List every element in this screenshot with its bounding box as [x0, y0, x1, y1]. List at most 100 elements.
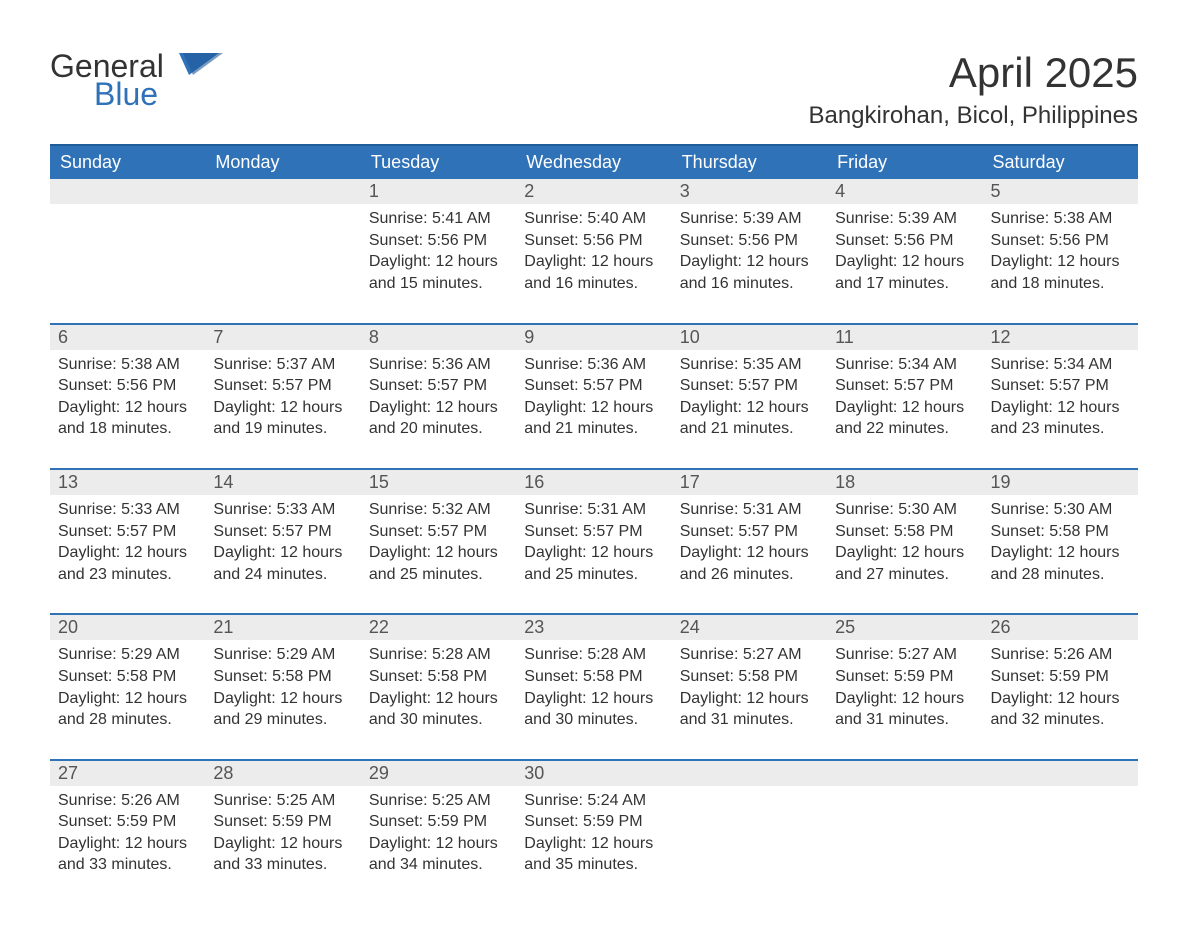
day-body-cell: Sunrise: 5:36 AMSunset: 5:57 PMDaylight:… [516, 350, 671, 469]
day1-text: Daylight: 12 hours [524, 833, 663, 855]
day-number-cell [50, 179, 205, 204]
day1-text: Daylight: 12 hours [369, 397, 508, 419]
day-body-cell [983, 786, 1138, 886]
day-number-cell: 20 [50, 614, 205, 640]
day-number-cell: 29 [361, 760, 516, 786]
sunrise-text: Sunrise: 5:26 AM [58, 790, 197, 812]
day2-text: and 33 minutes. [213, 854, 352, 876]
sunset-text: Sunset: 5:57 PM [835, 375, 974, 397]
day2-text: and 19 minutes. [213, 418, 352, 440]
weekday-header: Thursday [672, 145, 827, 179]
sunrise-text: Sunrise: 5:27 AM [680, 644, 819, 666]
sunrise-text: Sunrise: 5:41 AM [369, 208, 508, 230]
day-number: 1 [369, 181, 379, 201]
day-number: 11 [835, 327, 854, 347]
day-body-cell: Sunrise: 5:38 AMSunset: 5:56 PMDaylight:… [50, 350, 205, 469]
sunset-text: Sunset: 5:57 PM [680, 521, 819, 543]
weekday-header: Friday [827, 145, 982, 179]
day1-text: Daylight: 12 hours [680, 251, 819, 273]
day-number: 18 [835, 472, 855, 492]
sunset-text: Sunset: 5:58 PM [680, 666, 819, 688]
sunrise-text: Sunrise: 5:36 AM [524, 354, 663, 376]
day-body-cell: Sunrise: 5:27 AMSunset: 5:58 PMDaylight:… [672, 640, 827, 759]
day2-text: and 16 minutes. [680, 273, 819, 295]
day-body-cell [672, 786, 827, 886]
day-number-cell: 7 [205, 324, 360, 350]
day-number: 13 [58, 472, 78, 492]
day2-text: and 15 minutes. [369, 273, 508, 295]
daynum-row: 1 23 45 [50, 179, 1138, 204]
day-number-cell: 25 [827, 614, 982, 640]
flag-icon [179, 50, 223, 82]
day-number-cell: 4 [827, 179, 982, 204]
weekday-header: Wednesday [516, 145, 671, 179]
sunrise-text: Sunrise: 5:33 AM [58, 499, 197, 521]
day-body-cell: Sunrise: 5:39 AMSunset: 5:56 PMDaylight:… [827, 204, 982, 323]
day2-text: and 17 minutes. [835, 273, 974, 295]
day-number-cell: 23 [516, 614, 671, 640]
day-body-cell: Sunrise: 5:35 AMSunset: 5:57 PMDaylight:… [672, 350, 827, 469]
sunset-text: Sunset: 5:57 PM [58, 521, 197, 543]
day-number: 21 [213, 617, 233, 637]
day-number: 23 [524, 617, 544, 637]
day-number-cell: 1 [361, 179, 516, 204]
day-number: 3 [680, 181, 690, 201]
day-number: 30 [524, 763, 544, 783]
sunrise-text: Sunrise: 5:28 AM [369, 644, 508, 666]
day-number-cell: 24 [672, 614, 827, 640]
month-title: April 2025 [808, 50, 1138, 96]
day-body-cell [827, 786, 982, 886]
sunrise-text: Sunrise: 5:31 AM [524, 499, 663, 521]
sunset-text: Sunset: 5:56 PM [58, 375, 197, 397]
day-body-row: Sunrise: 5:38 AMSunset: 5:56 PM Daylight:… [50, 350, 1138, 469]
sunset-text: Sunset: 5:58 PM [58, 666, 197, 688]
day2-text: and 28 minutes. [991, 564, 1130, 586]
day1-text: Daylight: 12 hours [524, 397, 663, 419]
day-body-cell: Sunrise: 5:41 AMSunset: 5:56 PMDaylight:… [361, 204, 516, 323]
day2-text: and 31 minutes. [835, 709, 974, 731]
day-body-cell: Sunrise: 5:31 AMSunset: 5:57 PMDaylight:… [516, 495, 671, 614]
day-number: 22 [369, 617, 389, 637]
sunset-text: Sunset: 5:58 PM [524, 666, 663, 688]
day-number: 7 [213, 327, 223, 347]
day-body-cell: Sunrise: 5:25 AMSunset: 5:59 PMDaylight:… [205, 786, 360, 886]
day-body-cell: Sunrise: 5:34 AMSunset: 5:57 PMDaylight:… [983, 350, 1138, 469]
title-block: April 2025 Bangkirohan, Bicol, Philippin… [808, 50, 1138, 130]
day-number-cell [983, 760, 1138, 786]
sunrise-text: Sunrise: 5:27 AM [835, 644, 974, 666]
day1-text: Daylight: 12 hours [58, 542, 197, 564]
day1-text: Daylight: 12 hours [835, 251, 974, 273]
location: Bangkirohan, Bicol, Philippines [808, 102, 1138, 130]
day1-text: Daylight: 12 hours [524, 251, 663, 273]
calendar-table: Sunday Monday Tuesday Wednesday Thursday… [50, 144, 1138, 886]
sunrise-text: Sunrise: 5:25 AM [213, 790, 352, 812]
day1-text: Daylight: 12 hours [835, 397, 974, 419]
day-body-cell: Sunrise: 5:26 AMSunset: 5:59 PMDaylight:… [50, 786, 205, 886]
day2-text: and 27 minutes. [835, 564, 974, 586]
day-body-row: Sunrise: 5:26 AMSunset: 5:59 PMDaylight:… [50, 786, 1138, 886]
day-body-cell [50, 204, 205, 323]
day-body-cell: Sunrise: 5:37 AMSunset: 5:57 PMDaylight:… [205, 350, 360, 469]
sunrise-text: Sunrise: 5:39 AM [680, 208, 819, 230]
day-number-cell: 5 [983, 179, 1138, 204]
day1-text: Daylight: 12 hours [835, 688, 974, 710]
day2-text: and 30 minutes. [524, 709, 663, 731]
day-number-cell: 15 [361, 469, 516, 495]
day-body-cell: Sunrise: 5:34 AMSunset: 5:57 PMDaylight:… [827, 350, 982, 469]
day1-text: Daylight: 12 hours [991, 251, 1130, 273]
day-number-cell: 2 [516, 179, 671, 204]
day-number-cell: 21 [205, 614, 360, 640]
day-number: 28 [213, 763, 233, 783]
sunset-text: Sunset: 5:57 PM [369, 375, 508, 397]
sunrise-text: Sunrise: 5:35 AM [680, 354, 819, 376]
day-number-cell: 28 [205, 760, 360, 786]
sunset-text: Sunset: 5:56 PM [991, 230, 1130, 252]
sunrise-text: Sunrise: 5:37 AM [213, 354, 352, 376]
day-number-cell [205, 179, 360, 204]
brand-logo: General Blue [50, 50, 223, 110]
day2-text: and 32 minutes. [991, 709, 1130, 731]
sunrise-text: Sunrise: 5:38 AM [58, 354, 197, 376]
day1-text: Daylight: 12 hours [369, 251, 508, 273]
sunset-text: Sunset: 5:56 PM [680, 230, 819, 252]
day-number: 24 [680, 617, 700, 637]
